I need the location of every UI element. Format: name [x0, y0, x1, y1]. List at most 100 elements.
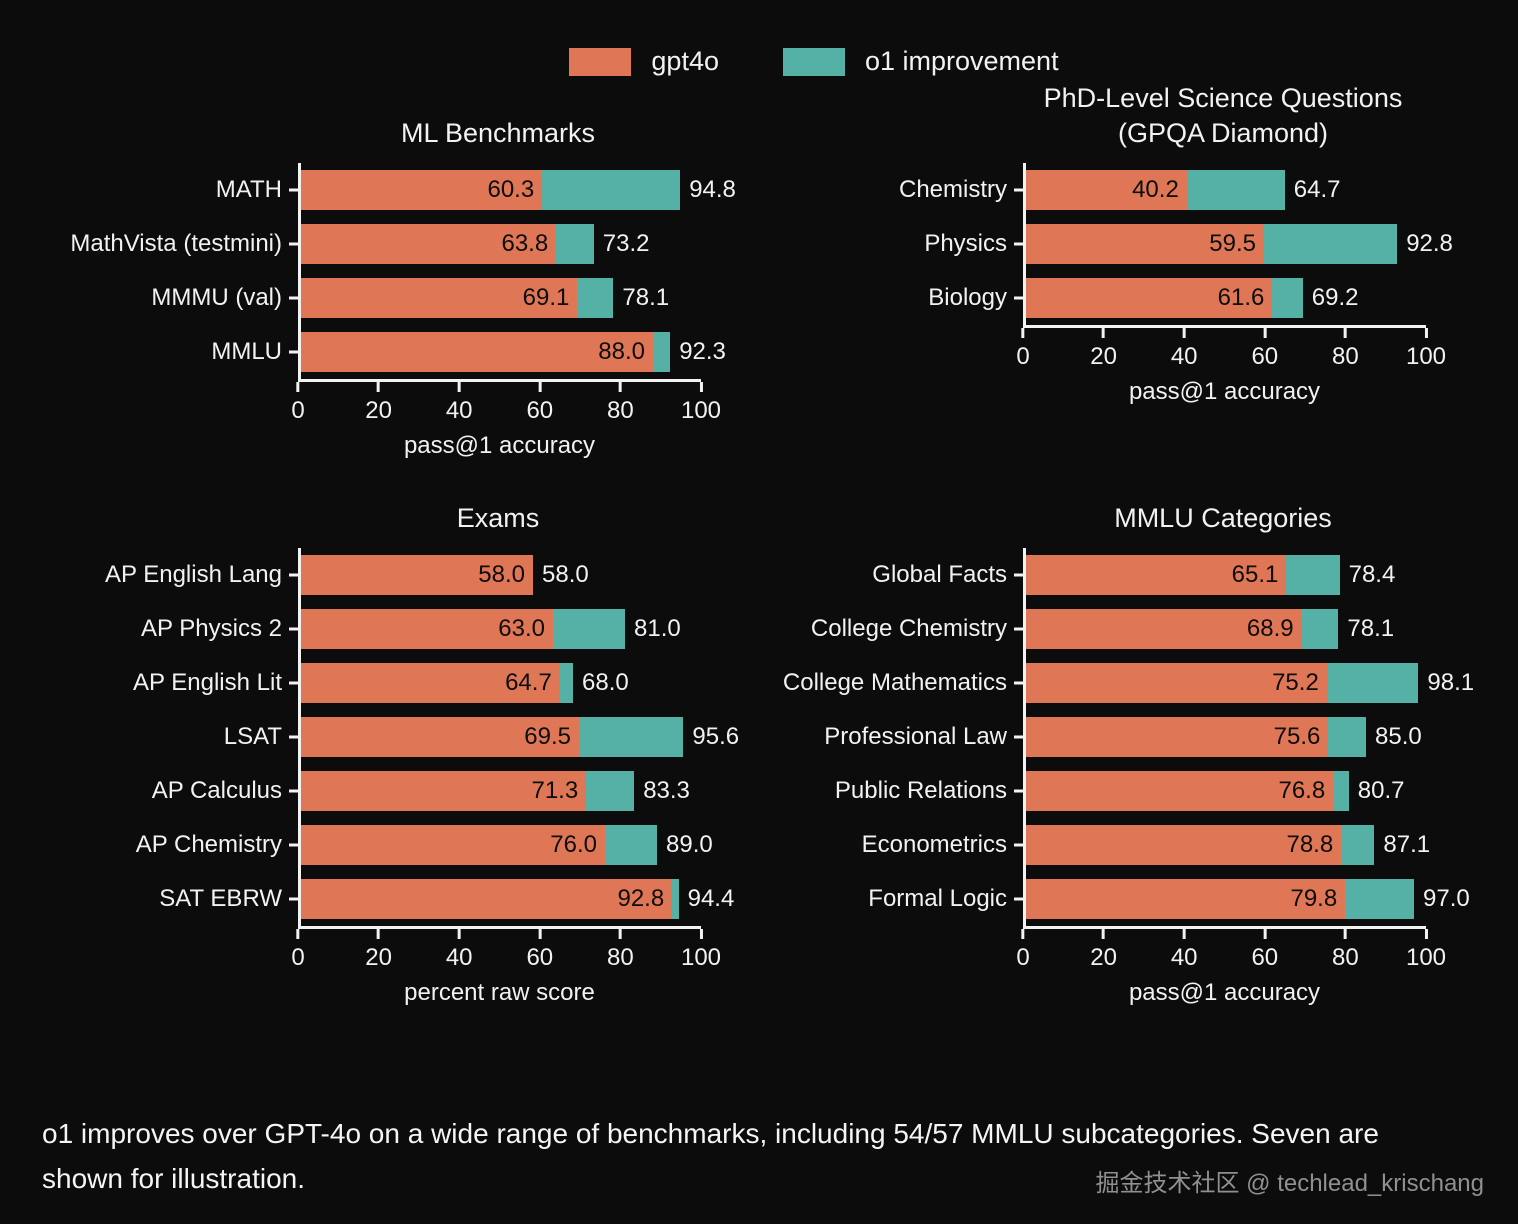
legend-item-o1-improvement: o1 improvement — [782, 46, 1059, 77]
y-tick-mark — [289, 296, 298, 300]
y-tick-mark — [1014, 897, 1023, 901]
bar-gpt4o: 76.0 — [301, 825, 605, 865]
y-tick-mark — [1014, 681, 1023, 685]
x-axis-ticks: 0 20 40 60 80 100 — [1016, 328, 1446, 376]
x-tick-label: 40 — [445, 397, 473, 424]
gpt4o-value-label: 59.5 — [1209, 230, 1256, 258]
x-tick-label: 60 — [1251, 944, 1279, 971]
o1-value-label: 97.0 — [1423, 885, 1470, 912]
bar-o1-improvement — [559, 663, 573, 703]
o1-value-label: 73.2 — [602, 230, 650, 257]
bar-gpt4o: 71.3 — [301, 771, 587, 811]
x-tick: 20 — [1090, 328, 1117, 371]
o1-value-label: 89.0 — [666, 831, 713, 858]
bar-row: 69.5 95.6 — [289, 710, 739, 764]
category-label: LSAT — [223, 723, 282, 750]
x-tick: 40 — [1171, 328, 1198, 371]
y-tick-mark — [1014, 843, 1023, 847]
gpt4o-value-label: 76.0 — [550, 831, 597, 858]
x-tick: 100 — [1406, 929, 1446, 972]
bar-o1-improvement — [553, 609, 625, 649]
bar-row: 58.0 58.0 — [289, 548, 701, 602]
x-tick-label: 100 — [1405, 944, 1447, 971]
o1-value-label: 83.3 — [643, 777, 690, 804]
o1-value-label: 98.1 — [1427, 669, 1475, 696]
x-tick-label: 20 — [1090, 343, 1117, 371]
category-label: AP Chemistry — [135, 831, 282, 858]
x-tick-label: 20 — [365, 944, 392, 971]
x-tick-label: 0 — [291, 944, 305, 971]
y-tick-mark — [1014, 789, 1023, 793]
gpt4o-value-label: 60.3 — [487, 176, 535, 203]
bar-row: 60.3 94.8 — [289, 163, 736, 217]
category-label: MMLU — [211, 338, 282, 365]
x-tick: 40 — [1171, 929, 1198, 972]
bar-row: 92.8 94.4 — [289, 872, 734, 926]
bar-row: 76.8 80.7 — [1014, 764, 1426, 818]
x-tick-label: 60 — [1251, 343, 1279, 371]
bar-row: 75.2 98.1 — [1014, 656, 1474, 710]
bar-gpt4o: 61.6 — [1026, 278, 1273, 319]
x-tick-label: 0 — [1016, 944, 1030, 971]
category-label: Chemistry — [898, 176, 1007, 204]
bar-gpt4o: 58.0 — [301, 555, 533, 595]
caption: o1 improves over GPT-4o on a wide range … — [42, 1118, 1379, 1195]
x-tick-label: 20 — [1090, 944, 1117, 971]
x-tick-mark — [538, 929, 542, 939]
x-axis-label: pass@1 accuracy — [1128, 979, 1321, 1006]
y-tick-mark — [289, 573, 298, 577]
bar-row: 40.2 64.7 — [1014, 163, 1426, 217]
category-label: SAT EBRW — [159, 885, 282, 912]
x-tick-mark — [699, 929, 703, 939]
o1-improvement-swatch-icon — [782, 47, 845, 76]
plot-area: 40.2 64.7 59.5 92.8 61.6 69.2 — [1014, 163, 1453, 329]
category-label: AP Physics 2 — [141, 615, 282, 642]
gpt4o-value-label: 71.3 — [531, 777, 579, 804]
x-tick: 80 — [1332, 929, 1359, 972]
gpt4o-value-label: 69.5 — [524, 723, 571, 750]
x-axis-ticks: 0 20 40 60 80 100 — [291, 929, 721, 977]
bar-row: 64.7 68.0 — [289, 656, 701, 710]
category-label: MATH — [215, 176, 282, 203]
x-tick-mark — [377, 929, 381, 939]
y-axis-labels: Global Facts College Chemistry College Mat… — [753, 548, 1023, 929]
o1-value-label: 94.8 — [689, 176, 736, 203]
bar-o1-improvement — [1326, 663, 1419, 703]
x-tick-mark — [1424, 929, 1428, 939]
bar-gpt4o: 63.0 — [301, 609, 553, 649]
bar-gpt4o: 76.8 — [1026, 771, 1334, 811]
gpt4o-value-label: 78.8 — [1286, 831, 1334, 858]
x-tick-label: 100 — [1405, 343, 1447, 371]
bar-gpt4o: 65.1 — [1026, 555, 1287, 595]
x-tick-mark — [1102, 328, 1106, 339]
bar-o1-improvement — [1301, 609, 1339, 649]
x-tick-mark — [538, 382, 542, 392]
o1-value-label: 69.2 — [1311, 284, 1359, 312]
bar-gpt4o: 60.3 — [301, 170, 543, 210]
category-label: College Mathematics — [782, 669, 1007, 696]
bar-o1-improvement — [1341, 825, 1375, 865]
category-label: Formal Logic — [868, 885, 1007, 912]
x-axis-label: pass@1 accuracy — [1128, 378, 1321, 406]
x-tick-label: 80 — [1332, 343, 1359, 371]
x-tick-mark — [618, 929, 622, 939]
bar-gpt4o: 59.5 — [1026, 224, 1264, 265]
o1-value-label: 95.6 — [692, 723, 740, 750]
category-label: AP English Lit — [133, 669, 282, 696]
x-tick-label: 60 — [526, 397, 554, 424]
plot-area: 58.0 58.0 63.0 81.0 64.7 68.0 69.5 95.6 71.3 83.3… — [289, 548, 739, 929]
chart-exams: Exams AP English Lang AP Physics 2 AP Engl… — [28, 466, 753, 1007]
y-tick-mark — [1014, 296, 1023, 300]
bar-gpt4o: 63.8 — [301, 224, 557, 264]
x-tick: 60 — [526, 382, 553, 425]
bar-row: 68.9 78.1 — [1014, 602, 1426, 656]
x-tick-mark — [1343, 328, 1347, 339]
gpt4o-value-label: 63.0 — [498, 615, 545, 642]
gpt4o-value-label: 79.8 — [1290, 885, 1338, 912]
bar-o1-improvement — [556, 224, 594, 264]
x-tick-mark — [1182, 328, 1186, 339]
legend-label-o1-improvement: o1 improvement — [864, 46, 1059, 76]
x-tick: 80 — [1332, 328, 1359, 371]
bar-gpt4o: 78.8 — [1026, 825, 1342, 865]
y-axis-labels: AP English Lang AP Physics 2 AP English Li… — [28, 548, 298, 929]
